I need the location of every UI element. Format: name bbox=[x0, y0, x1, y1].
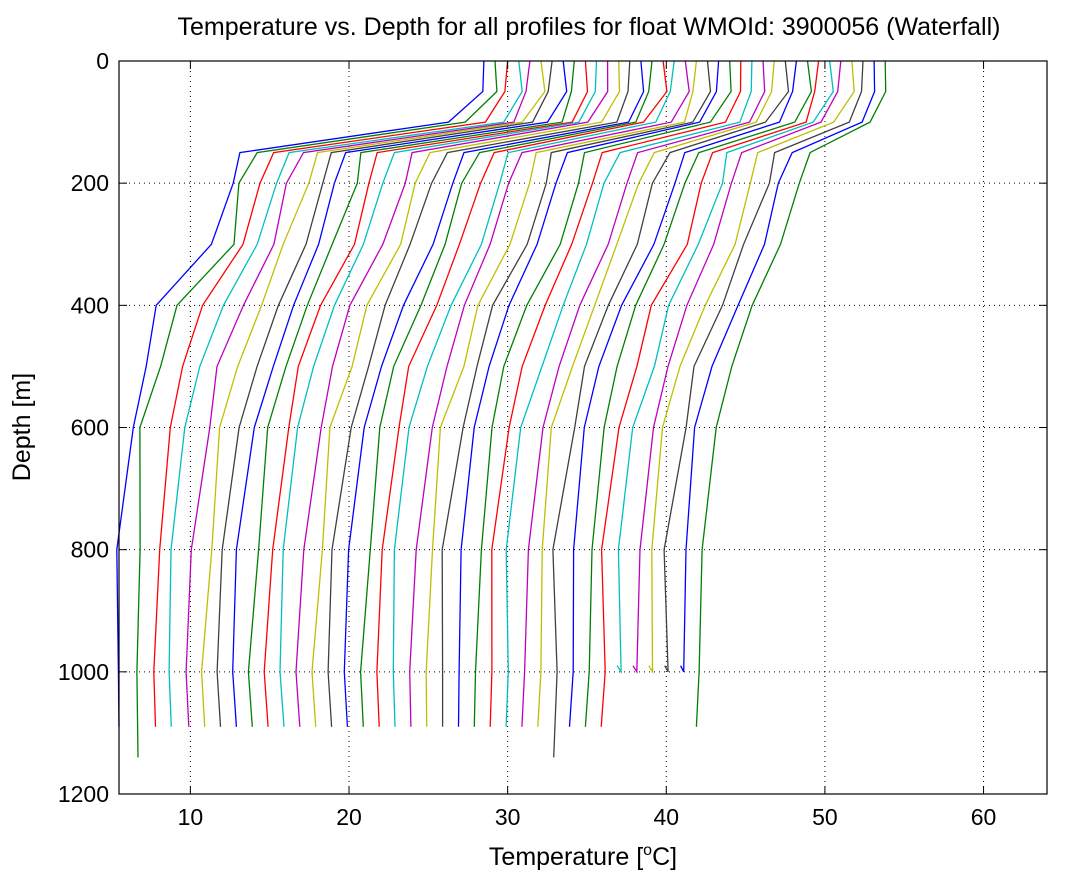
y-tick-label: 800 bbox=[71, 537, 109, 563]
profile-series-line bbox=[409, 60, 690, 727]
profile-series-line bbox=[263, 60, 589, 727]
x-tick-label: 10 bbox=[178, 804, 204, 830]
profile-series-line bbox=[457, 60, 720, 727]
profile-series-line bbox=[153, 60, 509, 727]
y-tick-label: 1200 bbox=[58, 781, 109, 807]
profile-series-line bbox=[311, 60, 621, 727]
profile-series-line bbox=[521, 60, 766, 727]
profile-series-line bbox=[537, 60, 775, 727]
y-axis-label: Depth [m] bbox=[8, 373, 36, 481]
profile-series-line bbox=[247, 60, 575, 727]
profile-series-line bbox=[232, 60, 568, 727]
y-tick-label: 400 bbox=[71, 292, 109, 318]
x-axis-label-unit: C] bbox=[652, 843, 677, 871]
series-layer bbox=[116, 60, 887, 758]
profile-series-line bbox=[632, 60, 842, 674]
profile-series-line bbox=[441, 60, 712, 727]
profile-series-line bbox=[584, 60, 813, 727]
profile-series-line bbox=[473, 60, 732, 727]
x-tick-label: 50 bbox=[812, 804, 838, 830]
profile-series-line bbox=[200, 60, 546, 727]
profile-series-line bbox=[505, 60, 753, 727]
profile-series-line bbox=[600, 60, 820, 727]
y-tick-label: 0 bbox=[96, 48, 109, 74]
profile-series-line bbox=[663, 60, 864, 673]
profile-series-line bbox=[295, 60, 609, 727]
profile-series-line bbox=[359, 60, 653, 727]
grid bbox=[119, 61, 1047, 794]
x-axis-label: Temperature [oC] bbox=[489, 842, 677, 871]
x-tick-label: 30 bbox=[495, 804, 521, 830]
profile-series-line bbox=[116, 60, 485, 727]
profile-series-line bbox=[552, 60, 790, 758]
profile-series-line bbox=[425, 60, 698, 727]
profile-series-line bbox=[343, 60, 645, 727]
profile-series-line bbox=[616, 60, 834, 675]
y-tick-label: 1000 bbox=[58, 659, 109, 685]
profile-series-line bbox=[168, 60, 523, 727]
profile-series-line bbox=[489, 60, 742, 727]
plot-frame bbox=[118, 60, 1048, 795]
profile-series-line bbox=[327, 60, 631, 727]
x-tick-label: 40 bbox=[653, 804, 679, 830]
profile-series-line bbox=[279, 60, 598, 727]
y-tick-label: 600 bbox=[71, 415, 109, 441]
profile-series-line bbox=[392, 60, 675, 727]
profile-series-line bbox=[136, 60, 498, 758]
profile-series-line bbox=[376, 60, 668, 727]
profile-series-line bbox=[648, 60, 855, 675]
profile-series-line bbox=[568, 60, 798, 727]
x-tick-label: 20 bbox=[336, 804, 362, 830]
chart-title: Temperature vs. Depth for all profiles f… bbox=[177, 13, 1000, 41]
profile-series-line bbox=[680, 60, 876, 673]
y-tick-label: 200 bbox=[71, 170, 109, 196]
profile-series-line bbox=[185, 60, 531, 727]
x-tick-label: 60 bbox=[971, 804, 997, 830]
profile-series-line bbox=[695, 60, 887, 727]
x-axis-label-superscript: o bbox=[643, 842, 652, 859]
x-axis-label-main: Temperature [ bbox=[489, 843, 643, 871]
profile-series-line bbox=[216, 60, 553, 727]
